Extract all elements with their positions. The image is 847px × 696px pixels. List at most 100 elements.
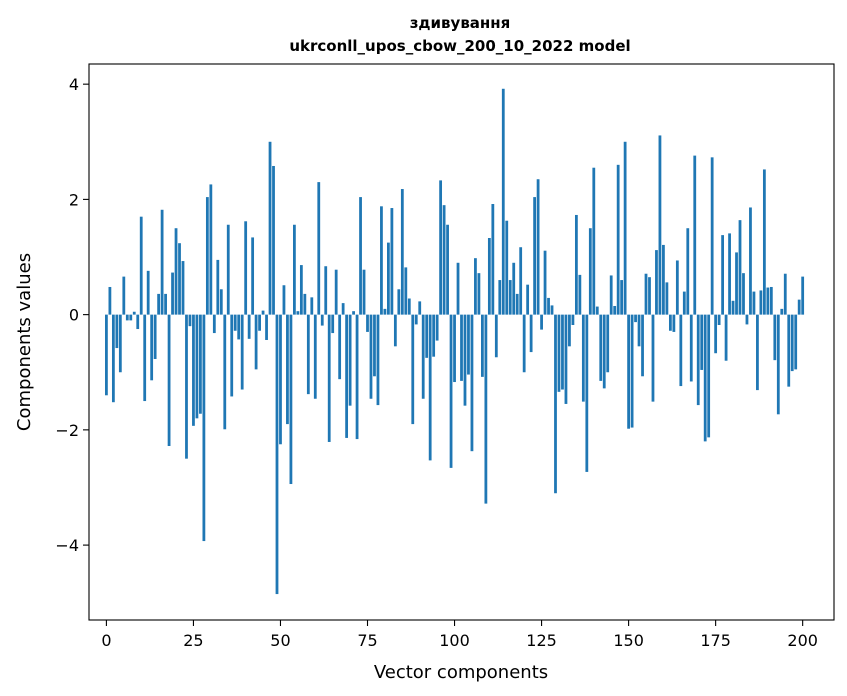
y-tick-label: −4 <box>55 536 79 555</box>
bar-component-23 <box>185 314 188 459</box>
y-axis-ticks: −4 −2 0 2 4 <box>55 75 89 555</box>
bar-component-166 <box>682 291 686 315</box>
bar-component-37 <box>233 314 237 331</box>
x-tick-label: 200 <box>787 631 818 650</box>
bar-component-8 <box>132 311 136 315</box>
x-tick-label: 75 <box>357 631 377 650</box>
bar-component-126 <box>543 250 547 315</box>
bar-component-103 <box>463 314 467 406</box>
bar-component-130 <box>557 314 561 392</box>
bar-component-175 <box>714 314 718 354</box>
bar-component-172 <box>703 314 707 442</box>
bar-component-73 <box>359 197 362 315</box>
bar-component-39 <box>240 314 244 390</box>
bar-component-136 <box>578 274 582 315</box>
bar-component-64 <box>327 314 331 442</box>
bar-component-181 <box>735 252 738 315</box>
bar-component-67 <box>338 314 342 380</box>
bar-component-80 <box>383 308 387 315</box>
bar-component-198 <box>794 314 798 370</box>
bar-component-45 <box>261 310 265 315</box>
bar-component-6 <box>125 314 129 321</box>
bar-component-104 <box>467 314 470 375</box>
bar-component-2 <box>111 314 115 403</box>
bar-component-138 <box>585 314 589 472</box>
bar-component-14 <box>153 314 157 359</box>
bar-component-26 <box>195 314 199 419</box>
bar-component-58 <box>306 314 310 395</box>
bar-component-161 <box>665 282 669 315</box>
plot-area-frame <box>88 63 835 621</box>
bar-component-19 <box>171 272 174 315</box>
bar-component-177 <box>721 235 724 315</box>
bar-component-141 <box>595 306 599 315</box>
bar-component-32 <box>216 259 220 315</box>
bar-component-179 <box>728 233 731 315</box>
bar-component-86 <box>404 267 408 315</box>
chart-title-line2: ukrconll_upos_cbow_200_10_2022 model <box>289 37 630 55</box>
bar-component-46 <box>265 314 268 340</box>
bar-component-102 <box>460 314 463 381</box>
bar-component-162 <box>668 314 672 331</box>
bar-component-100 <box>453 314 456 383</box>
bar-component-71 <box>352 311 355 315</box>
bar-component-189 <box>762 169 766 315</box>
bar-component-127 <box>547 297 550 315</box>
bar-component-151 <box>630 314 634 428</box>
bar-component-15 <box>157 293 161 315</box>
bar-component-66 <box>334 269 338 315</box>
bar-component-53 <box>289 314 293 485</box>
bar-component-135 <box>574 214 578 315</box>
bar-component-12 <box>146 270 150 315</box>
bar-component-116 <box>508 280 512 315</box>
bar-component-55 <box>296 311 300 315</box>
bar-component-129 <box>554 314 557 494</box>
bar-component-76 <box>369 314 373 399</box>
bar-component-159 <box>658 135 662 315</box>
bar-component-24 <box>188 314 192 327</box>
bar-component-118 <box>515 293 519 315</box>
bar-component-96 <box>439 180 443 315</box>
bar-component-97 <box>442 205 446 315</box>
x-tick-label: 50 <box>270 631 290 650</box>
chart-title-line1: здивування <box>410 14 511 32</box>
bar-component-115 <box>505 220 509 315</box>
bar-component-137 <box>581 314 585 402</box>
bar-component-182 <box>738 220 742 315</box>
bar-component-10 <box>139 216 143 315</box>
bar-component-147 <box>616 164 620 315</box>
bar-component-173 <box>707 314 711 438</box>
bar-component-183 <box>742 273 745 315</box>
bar-component-81 <box>387 242 390 315</box>
bar-component-186 <box>752 291 756 315</box>
bar-component-33 <box>219 289 223 315</box>
bar-component-122 <box>529 314 533 353</box>
bar-component-43 <box>254 314 258 370</box>
bar-component-114 <box>501 88 505 315</box>
bar-component-132 <box>564 314 568 404</box>
bar-component-106 <box>474 258 477 315</box>
bar-component-112 <box>494 314 498 358</box>
bar-component-61 <box>317 182 321 315</box>
bar-component-56 <box>299 265 303 315</box>
bar-component-107 <box>477 273 481 315</box>
y-tick-label: 0 <box>69 306 79 325</box>
y-tick-label: −2 <box>55 421 79 440</box>
bar-component-145 <box>609 275 613 315</box>
bar-component-196 <box>787 314 791 387</box>
bar-component-108 <box>481 314 484 377</box>
bar-component-158 <box>655 250 658 315</box>
bar-component-131 <box>561 314 564 390</box>
bar-component-68 <box>341 303 345 315</box>
bar-component-70 <box>348 314 352 406</box>
bar-component-90 <box>418 301 422 315</box>
bar-component-27 <box>199 314 202 414</box>
bar-component-113 <box>498 280 502 315</box>
bar-component-170 <box>696 314 700 406</box>
bar-component-117 <box>512 262 516 315</box>
bar-component-16 <box>160 209 164 315</box>
bar-component-111 <box>491 204 495 315</box>
bar-component-30 <box>209 184 213 315</box>
bar-component-34 <box>223 314 227 430</box>
bar-component-199 <box>797 299 801 315</box>
